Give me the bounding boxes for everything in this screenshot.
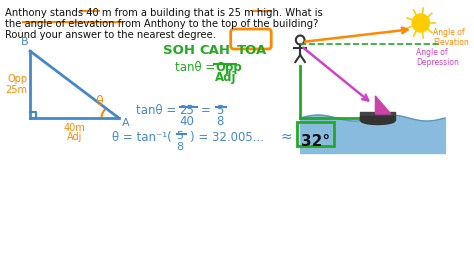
Circle shape	[412, 14, 429, 32]
Text: Adj: Adj	[215, 71, 237, 84]
Text: =: =	[201, 104, 210, 117]
Text: 32°: 32°	[301, 134, 330, 149]
Text: TOA: TOA	[237, 44, 267, 57]
Text: Angle of
Depression: Angle of Depression	[416, 48, 459, 67]
Text: the angle of elevation from Anthony to the top of the building?: the angle of elevation from Anthony to t…	[5, 19, 319, 29]
Text: 25: 25	[180, 104, 194, 117]
Text: Anthony stands 40 m from a building that is 25 m high. What is: Anthony stands 40 m from a building that…	[5, 8, 323, 18]
Text: Opp
25m: Opp 25m	[5, 74, 27, 95]
Text: 40m: 40m	[64, 123, 85, 133]
Text: Angle of
Elevation: Angle of Elevation	[433, 28, 469, 47]
Text: tanθ =: tanθ =	[136, 104, 176, 117]
Text: SOH: SOH	[163, 44, 195, 57]
Text: Round your answer to the nearest degree.: Round your answer to the nearest degree.	[5, 30, 216, 40]
Text: θ = tan⁻¹(: θ = tan⁻¹(	[112, 131, 172, 144]
Text: Opp: Opp	[215, 61, 242, 74]
Text: 40: 40	[180, 115, 194, 128]
Text: B: B	[20, 37, 28, 47]
Text: 5: 5	[216, 104, 224, 117]
Text: ) = 32.005...: ) = 32.005...	[190, 131, 264, 144]
Text: 8: 8	[216, 115, 224, 128]
Text: tanθ =: tanθ =	[175, 61, 215, 74]
Text: θ: θ	[96, 95, 103, 108]
Text: ≈: ≈	[281, 130, 292, 144]
Text: 8: 8	[177, 142, 184, 152]
Text: CAH: CAH	[200, 44, 231, 57]
Polygon shape	[375, 96, 391, 114]
Text: A: A	[122, 118, 129, 128]
Text: Adj: Adj	[67, 132, 82, 142]
Text: 5: 5	[177, 131, 183, 141]
